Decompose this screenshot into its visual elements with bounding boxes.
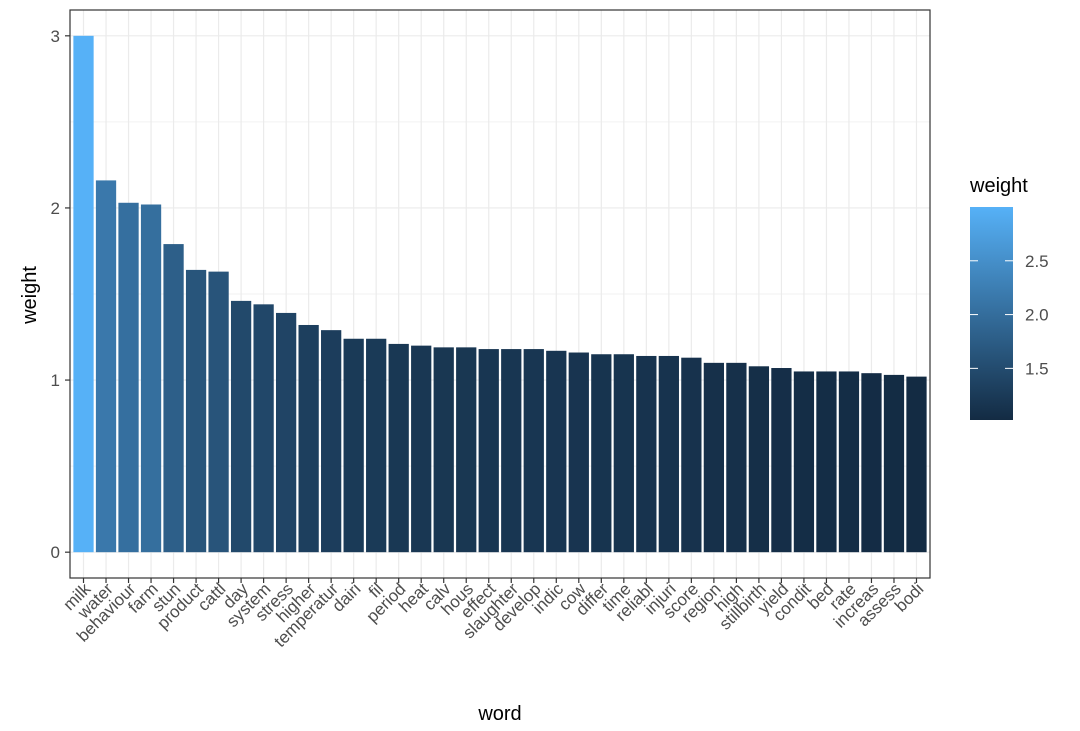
y-tick-label: 3 [51, 27, 60, 46]
bar [771, 368, 792, 553]
legend-tick-label: 1.5 [1025, 359, 1049, 378]
bar [681, 357, 702, 553]
bar [343, 338, 364, 553]
legend-tick-label: 2.0 [1025, 306, 1049, 325]
bar [73, 35, 94, 553]
bar [793, 371, 815, 553]
bar [275, 312, 297, 553]
panel-border [69, 9, 931, 579]
bar [411, 345, 432, 553]
y-tick-label: 2 [51, 199, 60, 218]
y-tick-label: 0 [51, 543, 60, 562]
y-axis-title: weight [19, 266, 41, 325]
legend-colorbar [970, 207, 1013, 420]
bar [748, 366, 770, 553]
bar [95, 180, 117, 553]
bar [388, 343, 409, 553]
bar [838, 371, 860, 553]
bar [861, 373, 882, 553]
bar [366, 338, 387, 553]
bar [185, 269, 207, 553]
bar [816, 371, 837, 553]
bar [456, 347, 477, 553]
bar [906, 376, 927, 553]
bar [568, 352, 589, 553]
bar [118, 202, 139, 553]
x-axis-title: word [477, 703, 521, 725]
bar [433, 347, 454, 553]
bar [726, 362, 747, 553]
bar [253, 304, 274, 553]
bar [501, 349, 522, 553]
legend-title: weight [969, 175, 1028, 197]
bar [298, 324, 319, 553]
y-tick-label: 1 [51, 371, 60, 390]
bar [208, 271, 229, 553]
bar [636, 355, 657, 553]
bar [321, 330, 342, 553]
bar [523, 349, 544, 553]
bar [703, 362, 725, 553]
legend-tick-label: 2.5 [1025, 252, 1049, 271]
bar [140, 204, 162, 553]
bar [613, 354, 634, 553]
bar [163, 244, 184, 553]
bar [883, 374, 905, 553]
bar [230, 300, 252, 553]
bar [591, 354, 612, 553]
bar [478, 349, 499, 553]
bar [546, 350, 567, 553]
bar [658, 355, 679, 553]
